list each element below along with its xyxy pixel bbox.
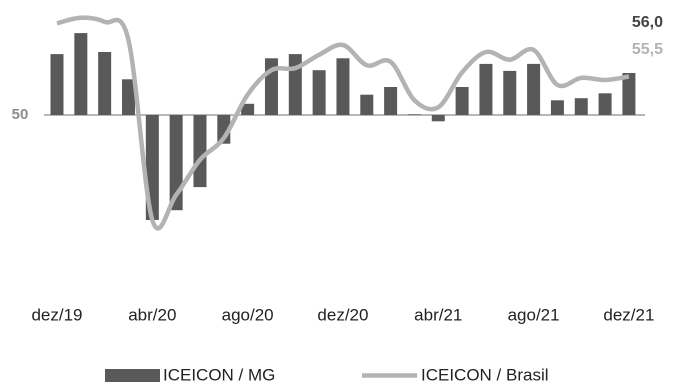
bar xyxy=(574,98,588,115)
bar xyxy=(288,54,302,115)
bar xyxy=(622,73,636,115)
bar xyxy=(50,54,64,115)
bar xyxy=(598,93,612,115)
bar xyxy=(121,79,135,115)
x-tick-label: ago/20 xyxy=(222,305,274,324)
bar xyxy=(98,52,112,115)
bar xyxy=(360,94,374,115)
bar xyxy=(241,103,255,115)
bar xyxy=(407,114,421,115)
x-tick-label: dez/19 xyxy=(31,305,82,324)
bar xyxy=(479,63,493,115)
bar xyxy=(527,63,541,115)
bar xyxy=(336,58,350,115)
legend-label: ICEICON / Brasil xyxy=(421,365,549,384)
legend-swatch xyxy=(105,369,160,382)
legend-label: ICEICON / MG xyxy=(163,365,275,384)
bar xyxy=(312,70,326,115)
bar xyxy=(455,87,469,115)
bar xyxy=(74,33,88,115)
x-tick-label: abr/20 xyxy=(128,305,176,324)
x-tick-label: ago/21 xyxy=(508,305,560,324)
line xyxy=(56,15,630,231)
bar xyxy=(431,115,445,122)
x-tick-label: dez/20 xyxy=(317,305,368,324)
value-label: 56,0 xyxy=(632,14,663,31)
bar xyxy=(503,70,517,115)
value-label: 55,5 xyxy=(632,41,663,58)
bar xyxy=(384,87,398,115)
y-tick-label: 50 xyxy=(12,106,29,123)
bar xyxy=(550,100,564,115)
bar xyxy=(193,115,207,188)
x-tick-label: abr/21 xyxy=(414,305,462,324)
x-tick-label: dez/21 xyxy=(603,305,654,324)
